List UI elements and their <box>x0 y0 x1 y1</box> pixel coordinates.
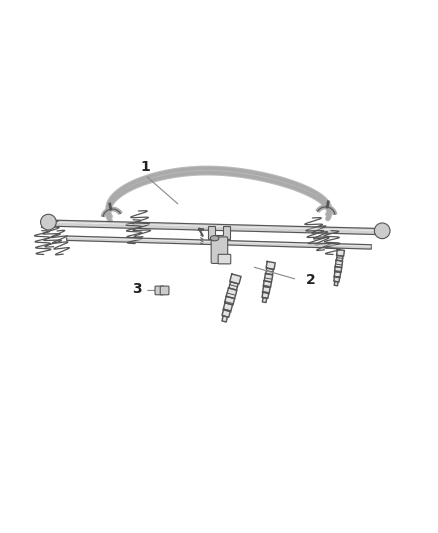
Polygon shape <box>262 292 269 298</box>
Polygon shape <box>222 316 227 322</box>
FancyBboxPatch shape <box>160 286 169 295</box>
Polygon shape <box>263 281 272 288</box>
Polygon shape <box>266 262 275 269</box>
Polygon shape <box>223 303 233 311</box>
Polygon shape <box>264 273 273 282</box>
Polygon shape <box>334 271 341 277</box>
Polygon shape <box>334 277 340 282</box>
Polygon shape <box>263 286 270 293</box>
Circle shape <box>41 214 56 230</box>
Circle shape <box>374 223 390 239</box>
Ellipse shape <box>210 236 219 241</box>
Polygon shape <box>225 296 235 305</box>
Text: 2: 2 <box>306 273 316 287</box>
FancyBboxPatch shape <box>155 286 164 295</box>
Text: 3: 3 <box>132 281 141 296</box>
Polygon shape <box>222 309 230 317</box>
Polygon shape <box>45 220 385 235</box>
Polygon shape <box>262 297 267 303</box>
Polygon shape <box>226 288 237 298</box>
FancyBboxPatch shape <box>211 237 228 263</box>
FancyBboxPatch shape <box>218 254 231 264</box>
Text: 1: 1 <box>141 160 150 174</box>
Polygon shape <box>266 268 273 274</box>
Polygon shape <box>208 226 230 239</box>
Polygon shape <box>229 282 238 290</box>
Polygon shape <box>67 236 371 249</box>
Polygon shape <box>336 255 343 261</box>
Polygon shape <box>335 266 342 272</box>
Polygon shape <box>335 260 343 268</box>
Polygon shape <box>230 274 241 284</box>
Polygon shape <box>336 249 344 256</box>
Polygon shape <box>334 281 338 286</box>
